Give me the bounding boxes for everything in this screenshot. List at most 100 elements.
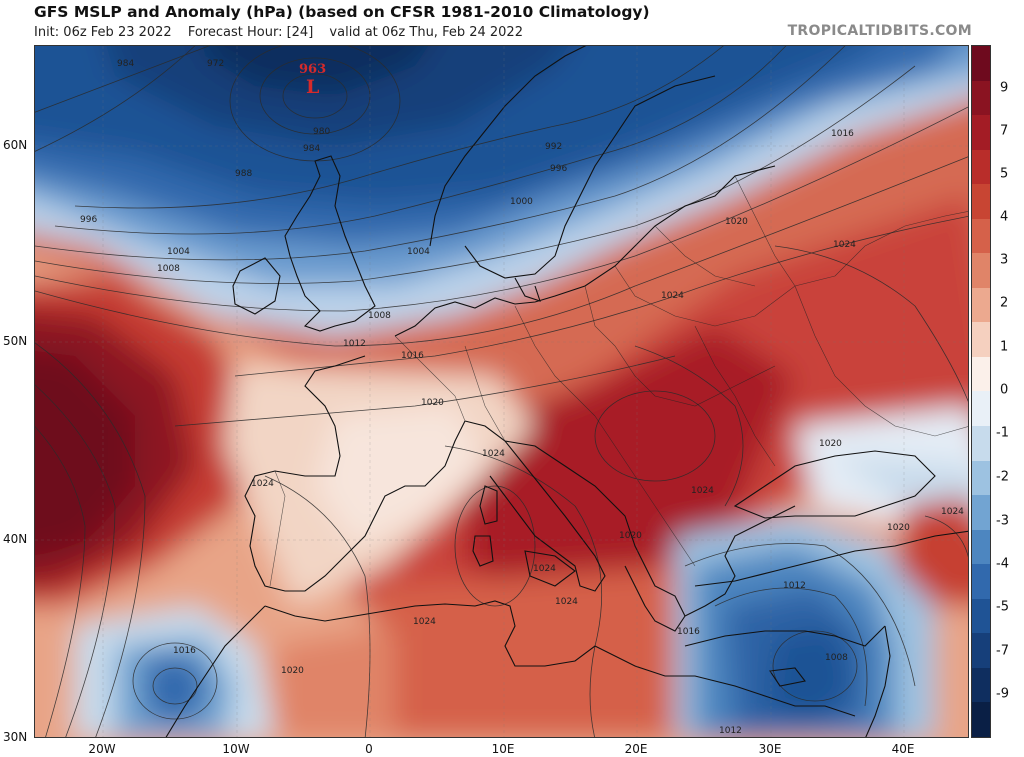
latitude-label: 40N bbox=[3, 532, 28, 546]
longitude-label: 30E bbox=[758, 742, 782, 756]
isobar-label: 992 bbox=[545, 142, 562, 152]
mslp-anomaly-map: 972 980 984 988 984 992 996 996 1000 100… bbox=[34, 45, 969, 738]
colorbar-label: -3 bbox=[996, 513, 1009, 529]
colorbar-label: 2 bbox=[1000, 295, 1009, 311]
longitude-label: 20E bbox=[624, 742, 648, 756]
longitude-label: 40E bbox=[891, 742, 915, 756]
graticule bbox=[35, 46, 968, 737]
isobar-label: 1024 bbox=[413, 617, 436, 627]
colorbar-label: 9 bbox=[1000, 80, 1009, 96]
isobar-label: 1024 bbox=[661, 291, 684, 301]
colorbar-label: -1 bbox=[996, 425, 1009, 441]
colorbar-segment bbox=[972, 322, 990, 357]
isobar-label: 972 bbox=[207, 59, 224, 69]
colorbar-label: -7 bbox=[996, 643, 1009, 659]
isobar-label: 1016 bbox=[831, 129, 854, 139]
longitude-label: 10W bbox=[222, 742, 250, 756]
colorbar-label: 7 bbox=[1000, 123, 1009, 139]
isobar-label: 1020 bbox=[281, 666, 304, 676]
isobar-label: 1024 bbox=[691, 486, 714, 496]
colorbar-label: -4 bbox=[996, 556, 1009, 572]
isobar-label: 1020 bbox=[887, 523, 910, 533]
colorbar-segment bbox=[972, 460, 990, 496]
isobar-label: 984 bbox=[303, 144, 320, 154]
isobar-label: 1024 bbox=[482, 449, 505, 459]
colorbar-segment bbox=[972, 495, 990, 530]
isobar-label: 1024 bbox=[555, 597, 578, 607]
isobar-lines bbox=[35, 46, 968, 737]
isobar-label: 1020 bbox=[619, 531, 642, 541]
colorbar-label: -9 bbox=[996, 686, 1009, 702]
isobar-label: 1004 bbox=[167, 247, 190, 257]
isobar-label: 988 bbox=[235, 169, 252, 179]
low-pressure-symbol: L bbox=[306, 76, 319, 98]
colorbar-segment bbox=[972, 80, 990, 116]
colorbar-segment bbox=[972, 426, 990, 461]
colorbar-label: 5 bbox=[1000, 166, 1009, 182]
isobar-label: 1016 bbox=[677, 627, 700, 637]
valid-time: valid at 06z Thu, Feb 24 2022 bbox=[329, 25, 523, 40]
colorbar-label: 1 bbox=[1000, 339, 1009, 355]
site-brand[interactable]: TROPICALTIDBITS.COM bbox=[787, 23, 972, 39]
isobar-label: 1004 bbox=[407, 247, 430, 257]
latitude-label: 30N bbox=[3, 730, 28, 744]
isobar-label: 1012 bbox=[719, 726, 742, 736]
colorbar-segment bbox=[972, 564, 990, 599]
colorbar-labels: 9 7 5 4 3 2 1 0 -1 -2 -3 -4 -5 -7 -9 bbox=[996, 45, 1024, 738]
isobar-label: 1008 bbox=[825, 653, 848, 663]
longitude-label: 20W bbox=[88, 742, 116, 756]
colorbar-segment bbox=[972, 391, 990, 427]
isobar-label: 1008 bbox=[368, 311, 391, 321]
colorbar-label: 0 bbox=[1000, 382, 1009, 398]
isobar-label: 1024 bbox=[533, 564, 556, 574]
colorbar-segment bbox=[972, 149, 990, 185]
anomaly-colorbar bbox=[971, 45, 991, 738]
isobar-label: 1012 bbox=[783, 581, 806, 591]
isobar-label: 980 bbox=[313, 127, 330, 137]
colorbar-segment bbox=[972, 253, 990, 288]
colorbar-segment bbox=[972, 598, 990, 634]
isobar-label: 996 bbox=[550, 164, 567, 174]
isobar-label: 1012 bbox=[343, 339, 366, 349]
isobar-label: 1000 bbox=[510, 197, 533, 207]
colorbar-segment bbox=[972, 667, 990, 703]
isobar-label: 1020 bbox=[725, 217, 748, 227]
isobar-label: 1008 bbox=[157, 264, 180, 274]
isobar-label: 984 bbox=[117, 59, 134, 69]
colorbar-segment bbox=[972, 218, 990, 254]
colorbar-segment bbox=[972, 115, 990, 150]
isobar-label: 1020 bbox=[819, 439, 842, 449]
isobar-label: 1020 bbox=[421, 398, 444, 408]
coastlines bbox=[165, 46, 968, 737]
isobar-label: 1024 bbox=[941, 507, 964, 517]
longitude-label: 10E bbox=[491, 742, 515, 756]
isobar-label: 1016 bbox=[401, 351, 424, 361]
country-borders bbox=[269, 175, 968, 587]
init-time: Init: 06z Feb 23 2022 bbox=[34, 25, 172, 40]
latitude-label: 50N bbox=[3, 334, 28, 348]
colorbar-segment bbox=[972, 356, 990, 392]
colorbar-segment bbox=[972, 287, 990, 323]
isobar-label: 996 bbox=[80, 215, 97, 225]
latitude-label: 60N bbox=[3, 138, 28, 152]
colorbar-segment bbox=[972, 633, 990, 668]
colorbar-label: 3 bbox=[1000, 252, 1009, 268]
isobar-label: 1024 bbox=[833, 240, 856, 250]
low-pressure-value: 963 bbox=[299, 62, 326, 77]
colorbar-segment bbox=[972, 184, 990, 219]
map-title: GFS MSLP and Anomaly (hPa) (based on CFS… bbox=[34, 3, 650, 21]
map-subtitle: Init: 06z Feb 23 2022 Forecast Hour: [24… bbox=[34, 25, 535, 40]
colorbar-segment bbox=[972, 702, 990, 737]
colorbar-label: -5 bbox=[996, 599, 1009, 615]
colorbar-segment bbox=[972, 46, 990, 81]
isobar-label: 1016 bbox=[173, 646, 196, 656]
colorbar-label: 4 bbox=[1000, 209, 1009, 225]
colorbar-segment bbox=[972, 529, 990, 565]
colorbar-label: -2 bbox=[996, 469, 1009, 485]
isobar-label: 1024 bbox=[251, 479, 274, 489]
forecast-hour: Forecast Hour: [24] bbox=[187, 25, 314, 40]
isobar-labels: 972 980 984 988 984 992 996 996 1000 100… bbox=[80, 59, 964, 736]
anomaly-field bbox=[35, 46, 968, 737]
low-pressure-center: 963 L bbox=[299, 62, 326, 98]
longitude-label: 0 bbox=[365, 742, 373, 756]
